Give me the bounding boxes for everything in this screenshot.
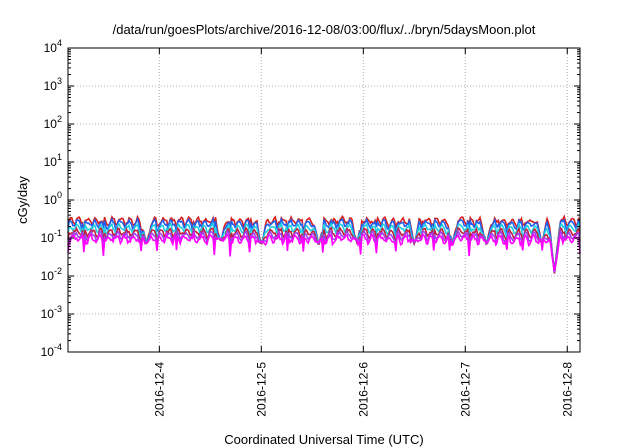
y-tick-base: 10 xyxy=(44,117,58,131)
y-tick-label: 10-3 xyxy=(41,304,62,321)
y-tick-exponent: 1 xyxy=(57,152,62,162)
y-tick-exponent: -3 xyxy=(54,304,62,314)
y-tick-label: 10-1 xyxy=(41,228,62,245)
series-group xyxy=(67,214,581,274)
series-line xyxy=(67,216,581,274)
x-tick-label: 2016-12-7 xyxy=(458,362,472,417)
series-line xyxy=(67,221,581,274)
y-tick-label: 102 xyxy=(44,114,62,131)
series-line xyxy=(67,228,581,273)
y-tick-base: 10 xyxy=(41,345,55,359)
y-tick-exponent: 4 xyxy=(57,38,62,48)
y-tick-exponent: -1 xyxy=(54,228,62,238)
y-tick-label: 100 xyxy=(44,190,62,207)
y-tick-label: 10-2 xyxy=(41,266,62,283)
y-tick-base: 10 xyxy=(44,41,58,55)
y-tick-base: 10 xyxy=(41,269,55,283)
y-tick-base: 10 xyxy=(44,79,58,93)
y-tick-base: 10 xyxy=(44,193,58,207)
y-tick-exponent: 3 xyxy=(57,76,62,86)
x-tick-label: 2016-12-4 xyxy=(152,362,166,417)
y-tick-label: 10-4 xyxy=(41,342,62,359)
y-tick-label: 103 xyxy=(44,76,62,93)
x-tick-label: 2016-12-8 xyxy=(560,362,574,417)
y-tick-exponent: 2 xyxy=(57,114,62,124)
ticks: 10410310210110010-110-210-310-42016-12-4… xyxy=(41,38,580,417)
x-tick-label: 2016-12-6 xyxy=(356,362,370,417)
y-tick-base: 10 xyxy=(44,155,58,169)
y-axis-label: cGy/day xyxy=(15,176,30,224)
y-tick-base: 10 xyxy=(41,231,55,245)
y-tick-label: 101 xyxy=(44,152,62,169)
y-tick-exponent: -4 xyxy=(54,342,62,352)
y-tick-exponent: 0 xyxy=(57,190,62,200)
x-axis-label: Coordinated Universal Time (UTC) xyxy=(224,432,423,447)
series-line xyxy=(67,226,581,274)
y-tick-label: 104 xyxy=(44,38,62,55)
y-tick-exponent: -2 xyxy=(54,266,62,276)
y-tick-base: 10 xyxy=(41,307,55,321)
chart-title: /data/run/goesPlots/archive/2016-12-08/0… xyxy=(113,22,536,37)
x-tick-label: 2016-12-5 xyxy=(254,362,268,417)
series-line xyxy=(67,231,581,271)
